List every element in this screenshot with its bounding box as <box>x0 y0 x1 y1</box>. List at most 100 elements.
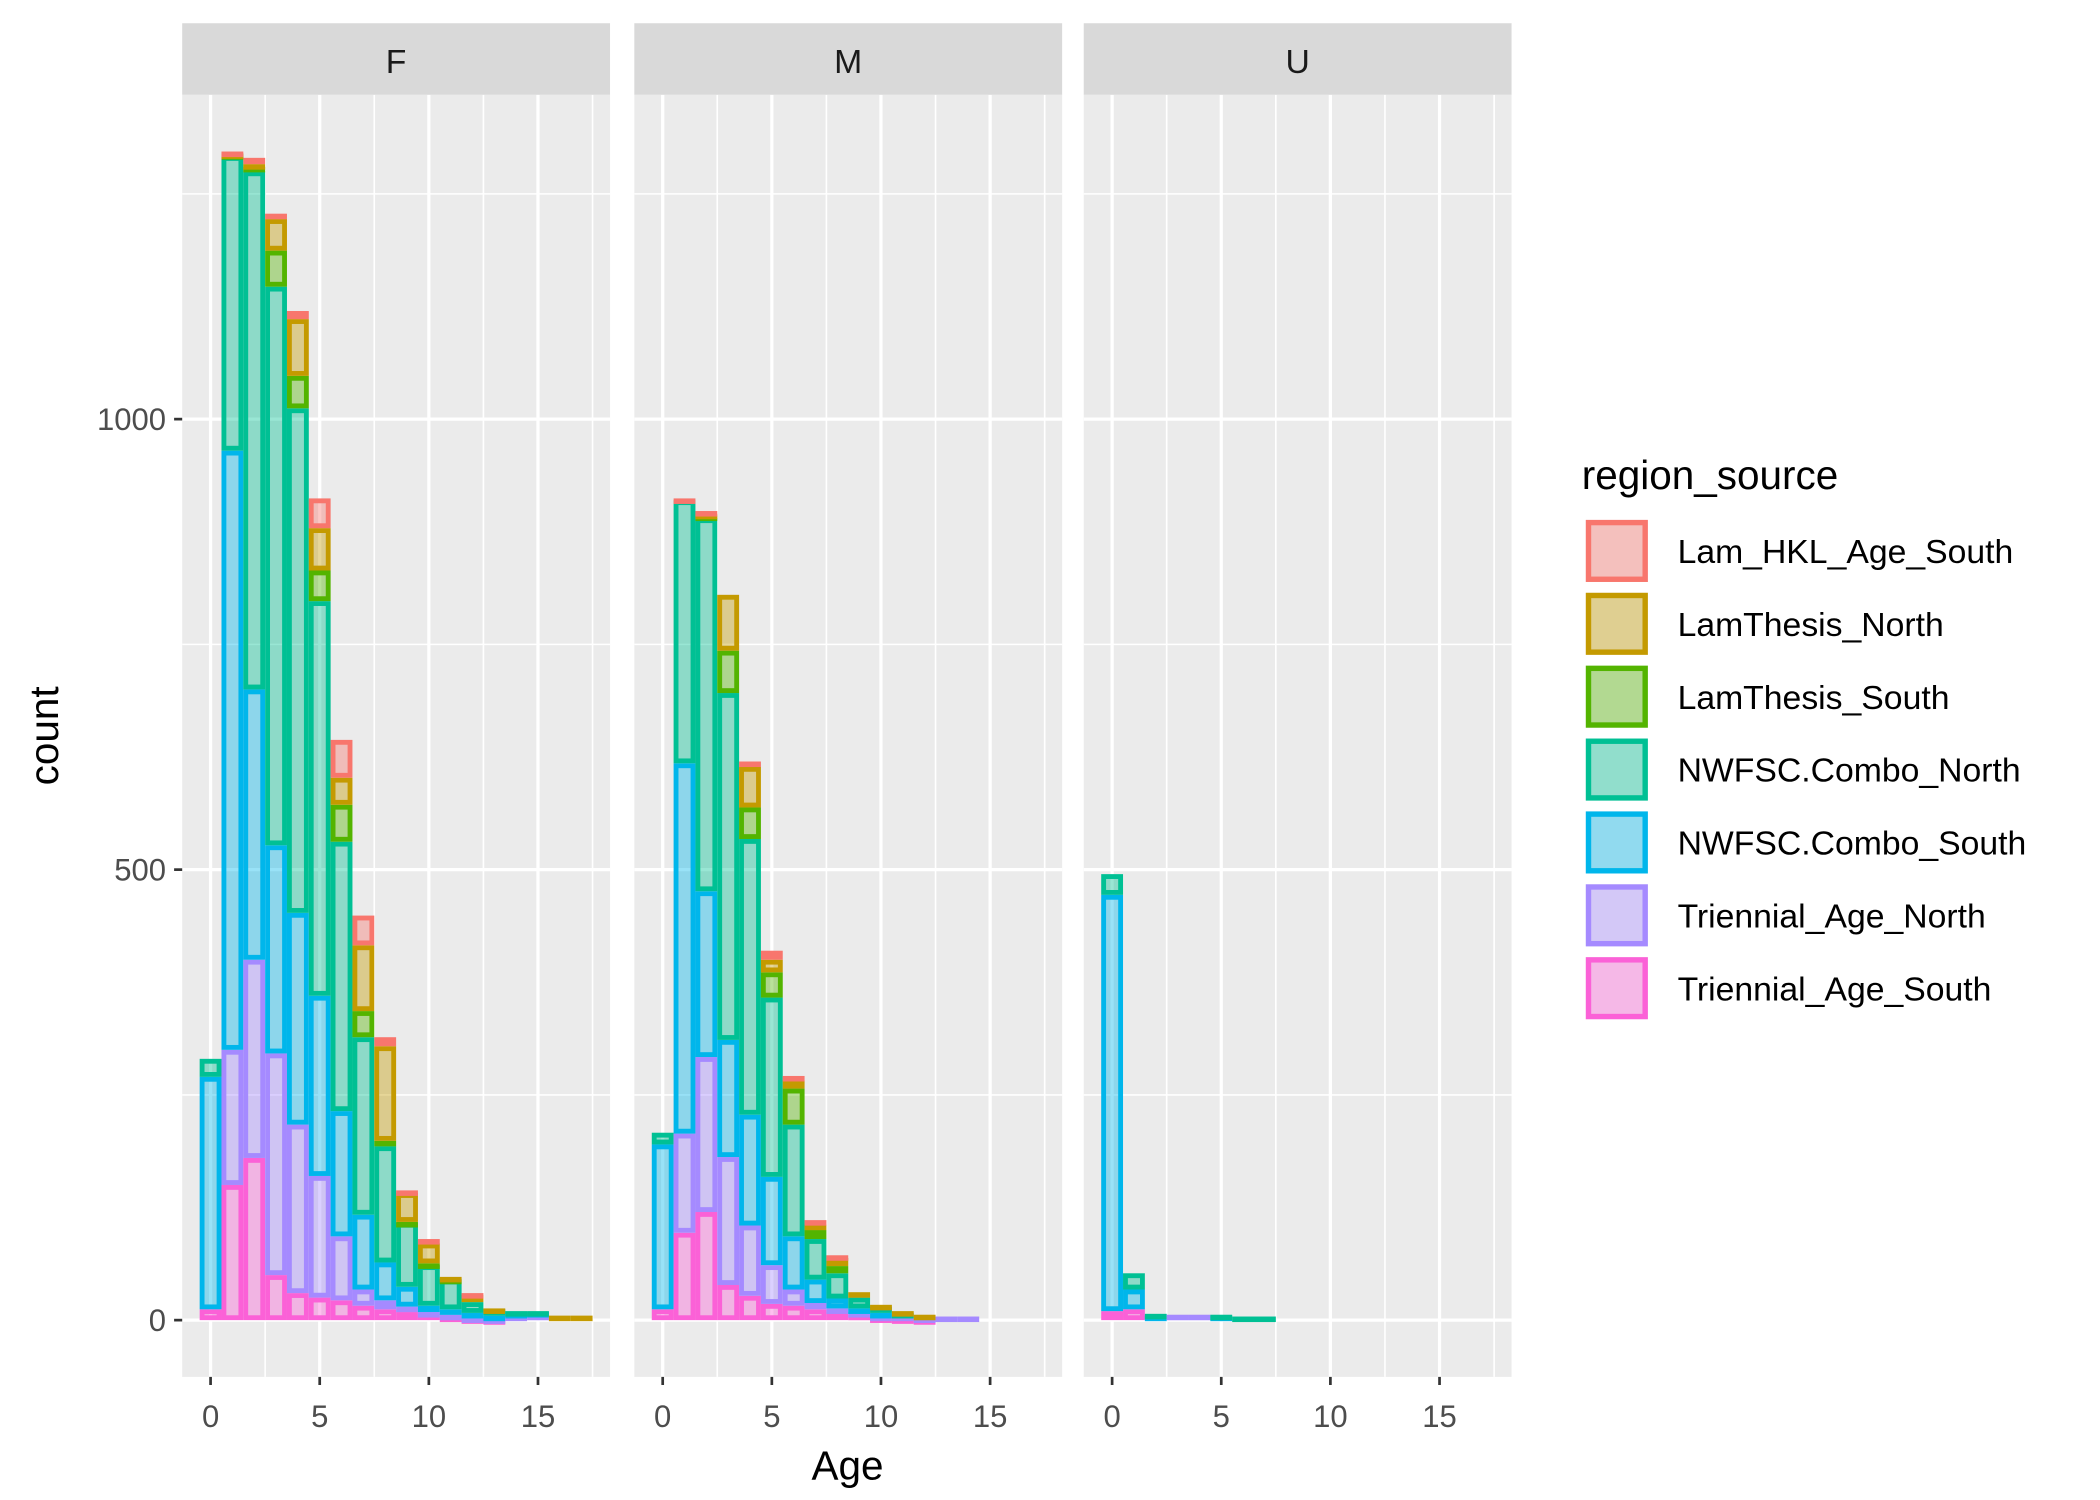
bar-LamThesis_North-age-6 <box>782 1080 805 1089</box>
bar-NWFSC.Combo_North-age-9 <box>848 1297 871 1309</box>
bar-NWFSC.Combo_North-age-10 <box>417 1265 440 1306</box>
legend-label: NWFSC.Combo_North <box>1678 752 2021 790</box>
x-tick-label: 5 <box>1213 1399 1230 1434</box>
bar-LamThesis_North-age-17 <box>570 1315 593 1322</box>
bar-LamThesis_North-age-13 <box>483 1308 506 1314</box>
bar-Lam_HKL_Age_South-age-12 <box>461 1293 484 1299</box>
bar-NWFSC.Combo_North-age-11 <box>439 1279 462 1310</box>
bar-LamThesis_North-age-9 <box>396 1193 418 1222</box>
bar-LamThesis_South-age-4 <box>739 807 761 839</box>
legend-item: Triennial_Age_South <box>1585 957 1992 1020</box>
legend-key-bg <box>1585 811 1648 874</box>
legend: region_source Lam_HKL_Age_South LamThesis… <box>1582 452 2026 1020</box>
bar-NWFSC.Combo_South-age-10 <box>417 1305 440 1313</box>
bar-NWFSC.Combo_South-age-4 <box>286 912 309 1125</box>
x-tick-label: 10 <box>1313 1399 1348 1434</box>
bar-LamThesis_North-age-12 <box>913 1314 936 1321</box>
bar-NWFSC.Combo_North-age-9 <box>396 1222 418 1287</box>
bar-NWFSC.Combo_North-age-3 <box>265 286 287 846</box>
bar-Triennial_Age_North-age-11 <box>439 1314 462 1321</box>
bar-NWFSC.Combo_North-age-8 <box>374 1146 397 1263</box>
bar-Triennial_Age_North-age-1 <box>221 1049 244 1185</box>
bar-Lam_HKL_Age_South-age-8 <box>374 1037 397 1047</box>
bar-NWFSC.Combo_North-age-1 <box>673 500 696 764</box>
legend-swatch <box>1585 884 1648 947</box>
bar-Triennial_Age_North-age-6 <box>330 1236 353 1301</box>
bar-NWFSC.Combo_North-age-14 <box>505 1311 528 1317</box>
x-tick-label: 10 <box>864 1399 899 1434</box>
bar-NWFSC.Combo_North-age-7 <box>1253 1316 1276 1323</box>
bar-NWFSC.Combo_South-age-7 <box>352 1214 375 1290</box>
bar-LamThesis_North-age-11 <box>891 1311 914 1317</box>
legend-key-bg <box>1585 884 1648 947</box>
bar-NWFSC.Combo_South-age-1 <box>673 763 696 1134</box>
x-tick-label: 0 <box>202 1399 219 1434</box>
bar-LamThesis_South-age-9 <box>396 1221 418 1228</box>
bar-Triennial_Age_North-age-5 <box>760 1265 783 1304</box>
bar-Lam_HKL_Age_South-age-1 <box>673 498 696 504</box>
bar-NWFSC.Combo_South-age-2 <box>695 891 718 1058</box>
y-axis-title: count <box>21 686 67 785</box>
bar-NWFSC.Combo_North-age-12 <box>461 1302 484 1313</box>
bar-Triennial_Age_South-age-0 <box>1101 1311 1124 1321</box>
bar-Lam_HKL_Age_South-age-2 <box>695 511 718 517</box>
bar-LamThesis_North-age-7 <box>352 945 375 1012</box>
bar-Lam_HKL_Age_South-age-7 <box>804 1220 827 1226</box>
bar-LamThesis_North-age-7 <box>804 1224 827 1231</box>
bar-LamThesis_South-age-6 <box>330 804 353 842</box>
x-tick-label: 0 <box>654 1399 671 1434</box>
bar-Triennial_Age_South-age-5 <box>760 1303 783 1321</box>
bar-LamThesis_South-age-10 <box>417 1263 440 1269</box>
bar-LamThesis_North-age-5 <box>308 528 331 571</box>
bar-NWFSC.Combo_South-age-2 <box>243 689 266 960</box>
facet-M: M 0 5 10 15 <box>634 23 1063 1434</box>
bar-NWFSC.Combo_South-age-7 <box>804 1279 827 1304</box>
bar-NWFSC.Combo_North-age-7 <box>352 1037 375 1215</box>
bar-Triennial_Age_North-age-8 <box>826 1308 849 1314</box>
bar-Triennial_Age_North-age-9 <box>848 1312 871 1318</box>
bar-Triennial_Age_North-age-8 <box>374 1300 397 1310</box>
bar-NWFSC.Combo_South-age-6 <box>330 1111 353 1237</box>
bar-NWFSC.Combo_North-age-6 <box>782 1124 805 1237</box>
bar-NWFSC.Combo_South-age-0 <box>1101 894 1124 1312</box>
bar-NWFSC.Combo_North-age-5 <box>1210 1314 1233 1321</box>
bar-Lam_HKL_Age_South-age-4 <box>739 761 761 768</box>
legend-item: NWFSC.Combo_South <box>1585 811 2026 874</box>
bar-NWFSC.Combo_South-age-11 <box>439 1309 462 1315</box>
legend-label: Lam_HKL_Age_South <box>1678 533 2014 571</box>
bar-NWFSC.Combo_North-age-6 <box>1232 1316 1254 1323</box>
bar-Triennial_Age_North-age-7 <box>804 1303 827 1310</box>
bar-Triennial_Age_South-age-9 <box>396 1312 418 1321</box>
bar-Lam_HKL_Age_South-age-1 <box>221 151 244 158</box>
bar-Triennial_Age_North-age-4 <box>286 1124 309 1294</box>
bar-NWFSC.Combo_North-age-0 <box>651 1132 674 1145</box>
facet-U: U 0 5 10 15 <box>1083 23 1512 1434</box>
legend-item: Triennial_Age_North <box>1585 884 1986 947</box>
legend-swatch <box>1585 957 1648 1020</box>
bar-LamThesis_North-age-4 <box>286 319 309 376</box>
bar-Triennial_Age_South-age-0 <box>199 1309 222 1321</box>
facet-strip <box>1083 23 1512 95</box>
bar-Lam_HKL_Age_South-age-7 <box>352 915 375 946</box>
bar-NWFSC.Combo_North-age-0 <box>1101 874 1124 895</box>
bar-LamThesis_North-age-2 <box>243 164 266 170</box>
bar-NWFSC.Combo_South-age-10 <box>870 1312 892 1319</box>
bar-NWFSC.Combo_North-age-4 <box>739 838 761 1115</box>
bar-Triennial_Age_North-age-1 <box>673 1133 696 1233</box>
bar-Triennial_Age_South-age-2 <box>243 1157 266 1321</box>
facet-F: F 0 5 10 15 0 500 1000 <box>97 23 611 1434</box>
bar-Triennial_Age_South-age-3 <box>717 1284 740 1321</box>
x-tick-label: 15 <box>973 1399 1008 1434</box>
legend-label: Triennial_Age_South <box>1678 970 1992 1008</box>
x-tick-label: 15 <box>1422 1399 1457 1434</box>
bar-Triennial_Age_North-age-6 <box>782 1289 805 1306</box>
facet-strip <box>182 23 611 95</box>
bar-LamThesis_South-age-3 <box>265 250 287 287</box>
bar-LamThesis_South-age-4 <box>286 375 309 409</box>
bar-Triennial_Age_North-age-3 <box>717 1157 740 1285</box>
bar-Triennial_Age_North-age-14 <box>957 1316 980 1323</box>
bar-NWFSC.Combo_South-age-8 <box>374 1262 397 1301</box>
bar-Lam_HKL_Age_South-age-5 <box>308 498 331 529</box>
bar-Triennial_Age_South-age-1 <box>673 1232 696 1321</box>
bar-Triennial_Age_South-age-4 <box>739 1295 761 1321</box>
